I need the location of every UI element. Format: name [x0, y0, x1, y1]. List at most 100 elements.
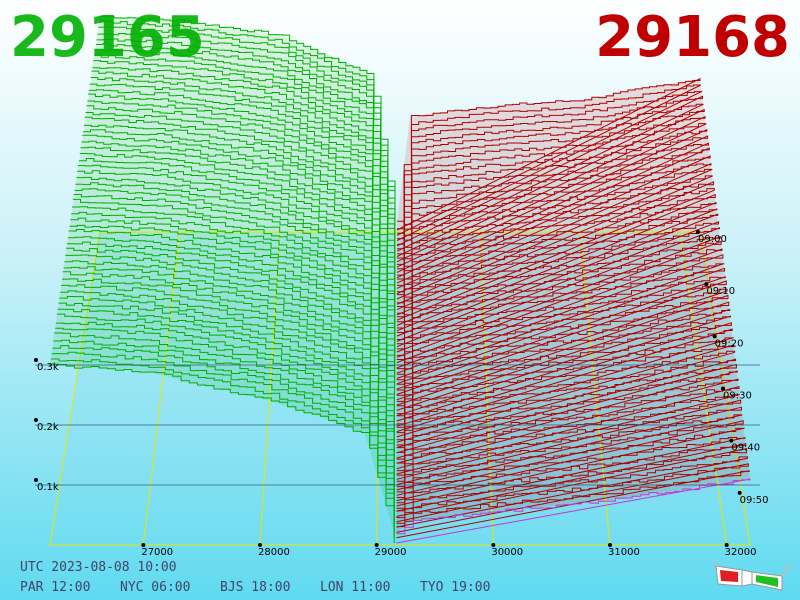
- bid-depth-slice-7: [55, 321, 395, 506]
- bid-depth-slice-24: [70, 217, 395, 416]
- ask-depth-slice-3: [396, 456, 748, 528]
- bid-depth-slice-40: [83, 124, 396, 331]
- ask-depth-slice-28: [396, 280, 727, 395]
- ask-depth-slice-20: [396, 337, 734, 438]
- bid-depth-slice-2: [51, 351, 395, 533]
- ask-depth-slice-29: [396, 276, 726, 390]
- bid-depth-slice-36: [80, 146, 396, 352]
- ask-depth-slice-55: [396, 103, 704, 252]
- ask-depth-slice-47: [396, 155, 711, 295]
- time-tick-mark-09:20: [712, 334, 717, 339]
- bid-depth-slice-35: [79, 153, 396, 358]
- ask-depth-slice-7: [396, 427, 745, 507]
- bid-depth-slice-3: [52, 345, 395, 528]
- tokyo-time-label: TYO 19:00: [420, 580, 491, 595]
- ask-depth-slice-59: [396, 77, 701, 231]
- bid-depth-slice-44: [87, 100, 396, 310]
- ask-depth-slice-34: [396, 240, 722, 364]
- ask-depth-slice-27: [396, 288, 728, 401]
- ask-depth-slice-11: [396, 399, 742, 486]
- ask-depth-slice-25: [396, 301, 730, 411]
- ask-depth-slice-22: [396, 322, 732, 427]
- x-tick-label-27000: 27000: [141, 547, 173, 558]
- ask-depth-slice-33: [396, 248, 723, 369]
- bid-depth-slice-49: [91, 70, 396, 284]
- london-time-label: LON 11:00: [320, 580, 391, 595]
- x-tick-mark-28000: [258, 543, 262, 547]
- ask-depth-slice-19: [396, 344, 735, 443]
- ask-depth-slice-58: [396, 84, 702, 236]
- bid-depth-slice-37: [81, 140, 396, 347]
- bid-depth-slice-43: [86, 105, 396, 315]
- ask-depth-slice-6: [396, 437, 746, 512]
- ask-depth-slice-56: [396, 95, 703, 247]
- x-tick-label-31000: 31000: [608, 547, 640, 558]
- ask-depth-slice-43: [396, 181, 715, 316]
- bid-depth-slice-51: [93, 60, 396, 273]
- bid-depth-slice-50: [92, 67, 396, 278]
- bid-depth-slice-48: [90, 77, 396, 289]
- bid-depth-slice-21: [67, 236, 395, 432]
- x-tick-label-29000: 29000: [375, 547, 407, 558]
- depth-slices: [50, 15, 751, 544]
- bid-depth-slice-20: [66, 241, 395, 437]
- depth-tick-label-0.1k: 0.1k: [37, 482, 59, 493]
- ask-depth-slice-23: [396, 315, 731, 422]
- bid-depth-slice-13: [61, 284, 395, 474]
- x-tick-label-28000: 28000: [258, 547, 290, 558]
- ask-depth-slice-53: [396, 115, 706, 263]
- bid-depth-slice-54: [95, 43, 396, 257]
- bid-depth-slice-34: [78, 158, 396, 363]
- x-tick-label-30000: 30000: [491, 547, 523, 558]
- ask-depth-slice-52: [396, 123, 707, 268]
- time-tick-label-09:40: 09:40: [731, 443, 760, 454]
- bid-depth-slice-45: [88, 93, 396, 305]
- ask-depth-slice-16: [396, 363, 737, 459]
- ask-depth-slice-18: [396, 350, 736, 448]
- bid-depth-slice-32: [77, 170, 396, 374]
- utc-time-label: UTC 2023-08-08 10:00: [20, 560, 177, 575]
- bid-depth-slice-30: [75, 182, 396, 384]
- bid-depth-slice-18: [65, 254, 395, 448]
- x-tick-mark-29000: [374, 543, 379, 547]
- ask-depth-slice-41: [396, 193, 716, 326]
- depth-tick-mark-0.3k: [34, 358, 38, 362]
- ask-depth-slice-37: [396, 220, 720, 348]
- bid-depth-slice-1: [50, 358, 395, 538]
- best-ask-price: 29168: [595, 5, 790, 70]
- bid-depth-slice-55: [96, 38, 396, 252]
- bid-depth-slice-25: [71, 211, 395, 411]
- x-tick-mark-27000: [141, 543, 146, 547]
- ask-depth-slice-40: [396, 201, 717, 332]
- bid-depth-slice-19: [66, 247, 395, 443]
- bid-depth-slice-28: [73, 194, 396, 395]
- ask-depth-slice-44: [396, 175, 713, 311]
- anaglyph-3d-glasses-icon[interactable]: [712, 560, 792, 594]
- ask-depth-slice-32: [396, 253, 724, 374]
- bid-depth-slice-11: [59, 296, 395, 485]
- order-book-depth-chart: 27000 28000 29000 30000 31000 32000 0.1k 0.2k 0.…: [34, 15, 768, 558]
- new-york-time-label: NYC 06:00: [120, 580, 191, 595]
- x-gridline-30000: [479, 231, 494, 546]
- chart-axes: 27000 28000 29000 30000 31000 32000 0.1k 0.2k 0.…: [34, 230, 768, 558]
- ask-depth-slice-13: [396, 386, 740, 475]
- bid-depth-slice-47: [89, 83, 396, 294]
- bid-depth-slice-41: [84, 116, 396, 326]
- ask-depth-slice-54: [396, 108, 705, 257]
- ask-depth-slice-45: [396, 168, 713, 305]
- time-tick-label-09:50: 09:50: [740, 495, 769, 506]
- ask-depth-slice-17: [396, 358, 737, 454]
- ask-depth-slice-46: [396, 163, 712, 300]
- time-tick-mark-09:10: [704, 282, 709, 287]
- bid-depth-slice-56: [97, 33, 396, 246]
- ask-depth-slice-12: [396, 394, 740, 480]
- ask-depth-slice-57: [396, 90, 703, 242]
- depth-tick-mark-0.1k: [34, 478, 38, 482]
- depth-tick-label-0.3k: 0.3k: [37, 362, 59, 373]
- ask-depth-slice-42: [396, 188, 715, 321]
- ask-depth-slice-36: [396, 227, 720, 353]
- bid-depth-slice-31: [76, 176, 396, 379]
- bid-depth-slice-15: [62, 271, 395, 464]
- bid-depth-slice-42: [85, 112, 396, 321]
- bid-depth-slice-38: [82, 134, 396, 342]
